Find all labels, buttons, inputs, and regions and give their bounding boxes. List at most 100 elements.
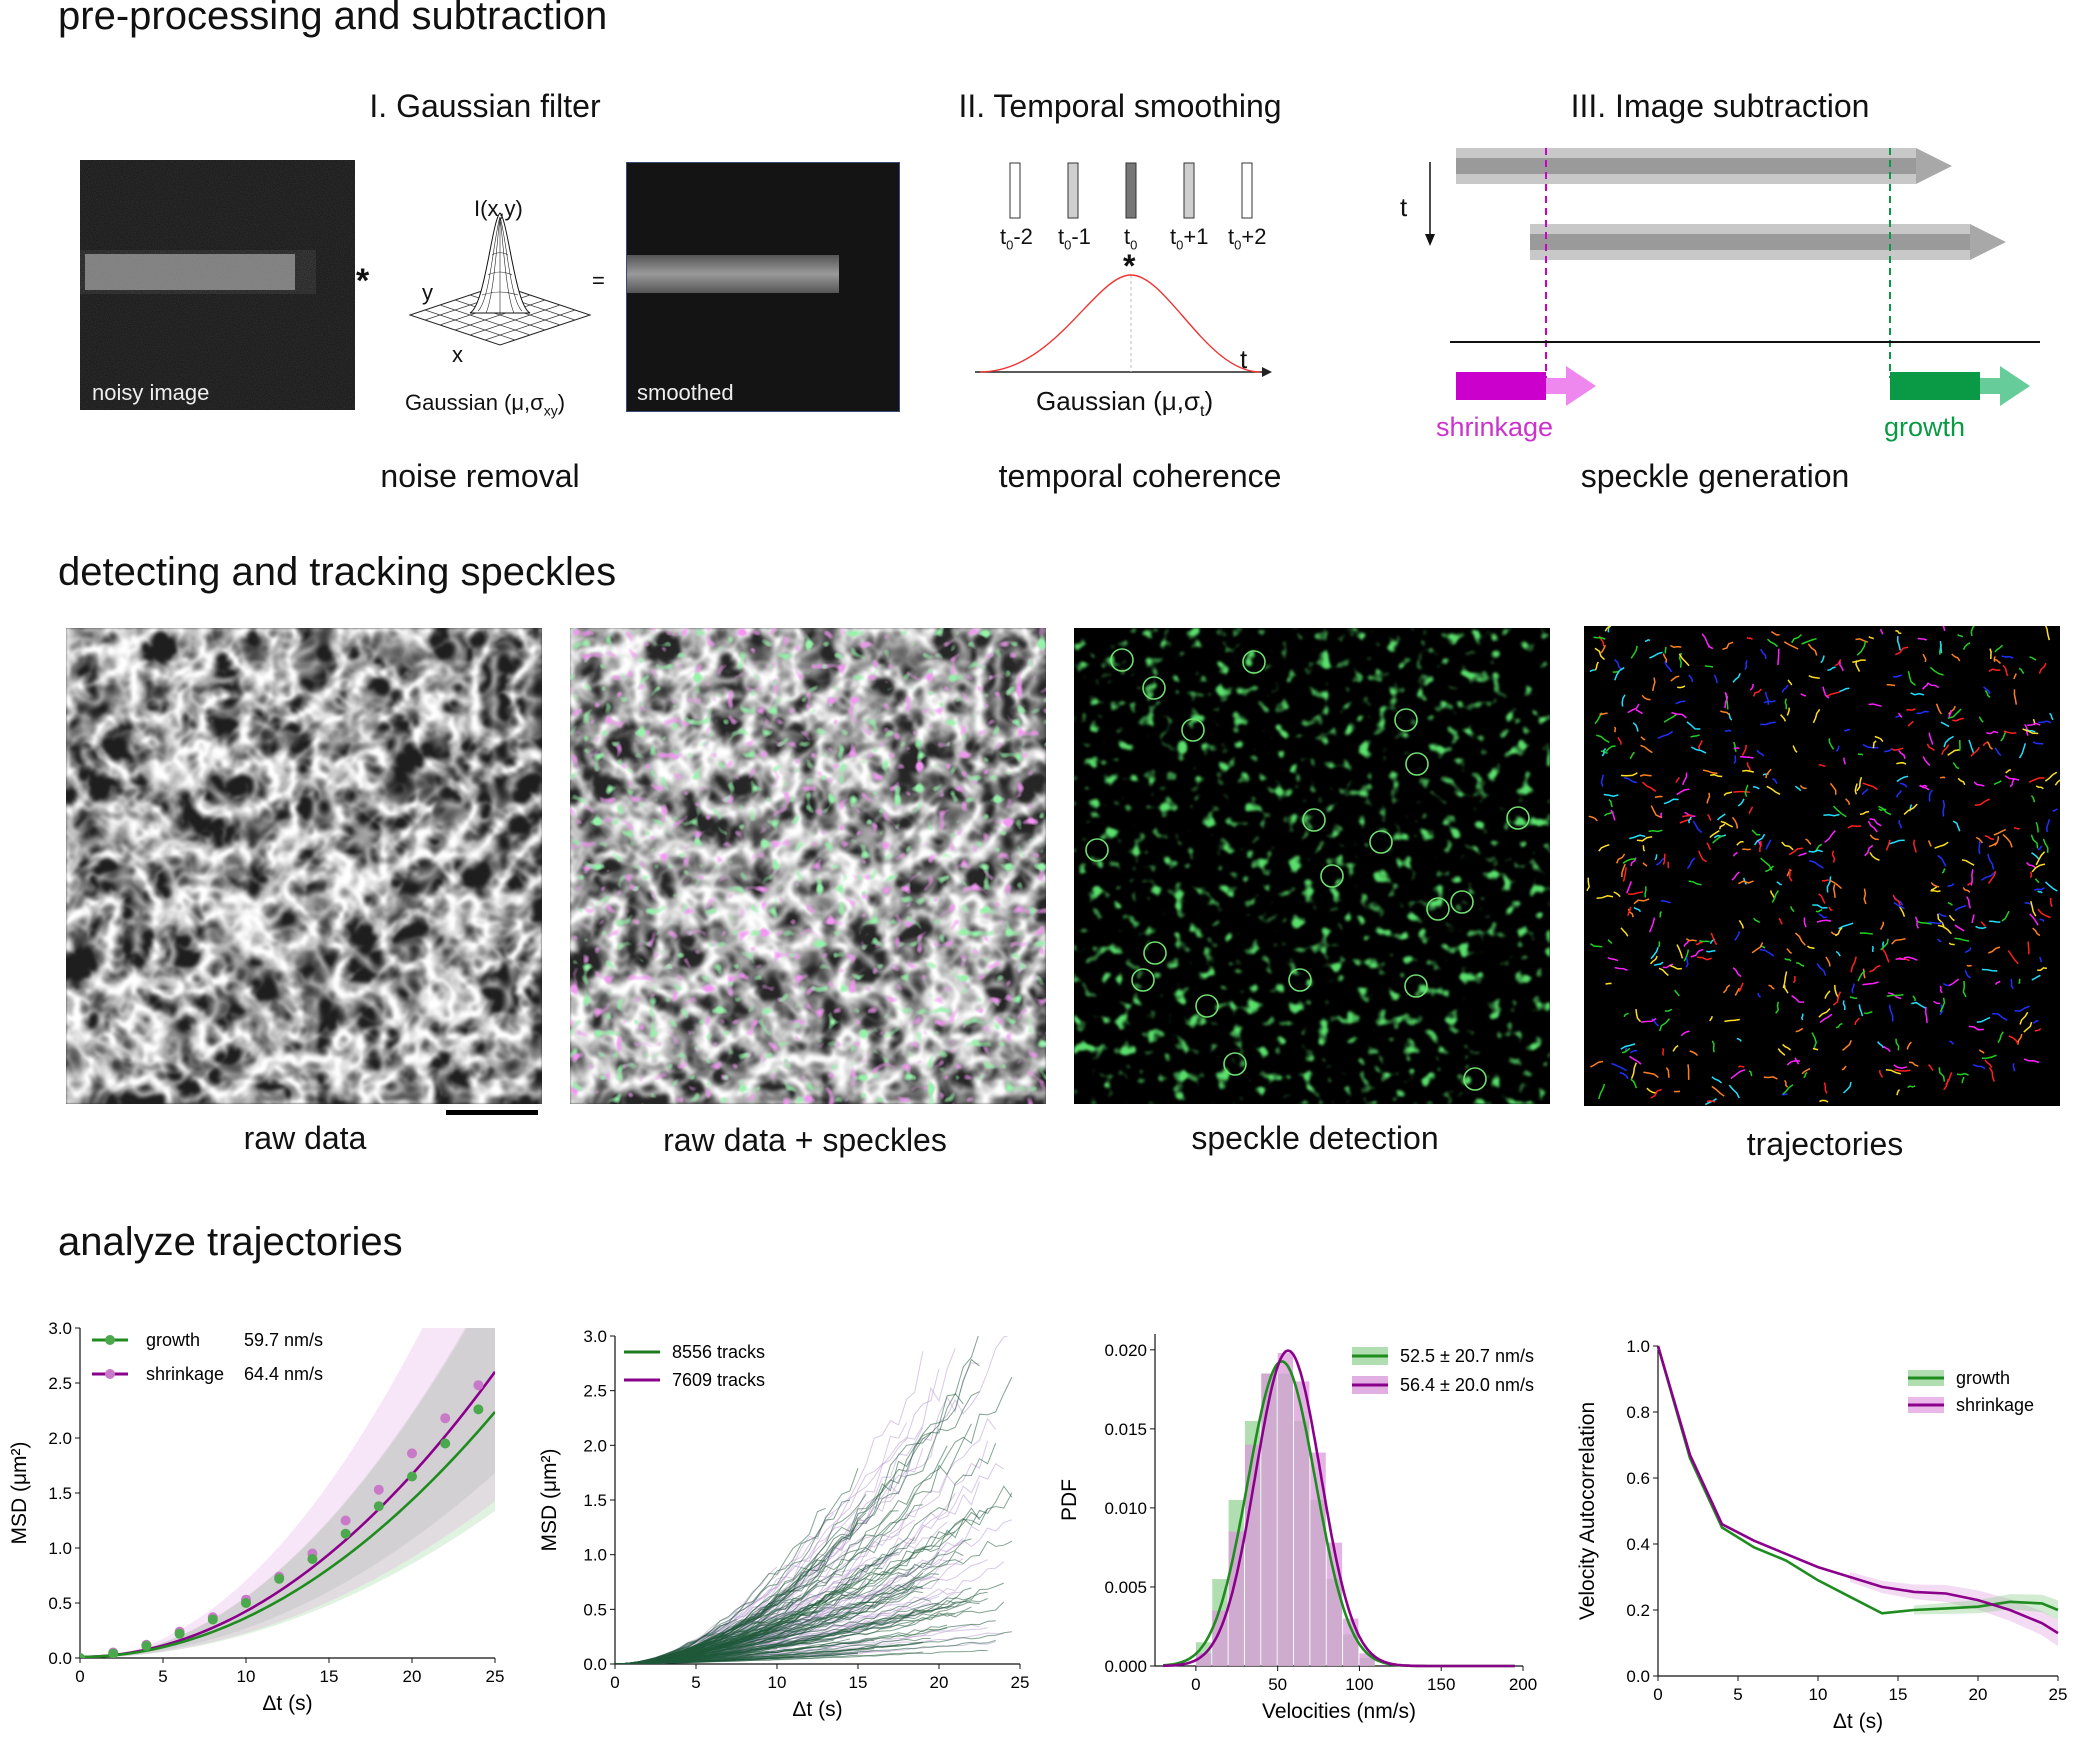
trajectory-segment bbox=[1926, 743, 1935, 752]
trajectory-segment bbox=[1917, 637, 1927, 641]
trajectory-segment bbox=[2022, 728, 2039, 735]
trajectory-segment bbox=[2029, 913, 2039, 926]
trajectory-segment bbox=[1692, 820, 1703, 834]
trajectory-segment bbox=[1600, 644, 1606, 654]
trajectory-segment bbox=[1670, 675, 1680, 682]
trajectory-segment bbox=[1593, 636, 1606, 640]
trajectory-segment bbox=[1941, 868, 1946, 874]
trajectory-segment bbox=[1676, 788, 1690, 796]
trajectory-segment bbox=[1862, 968, 1866, 979]
trajectory-segment bbox=[1948, 914, 1955, 922]
trajectory-segment bbox=[1907, 1085, 1916, 1089]
trajectory-segment bbox=[1825, 956, 1831, 967]
y-tick-label: 0.010 bbox=[1104, 1499, 1147, 1518]
trajectory-segment bbox=[1769, 890, 1775, 898]
trajectory-segment bbox=[1937, 854, 1947, 867]
trajectory-segment bbox=[1640, 736, 1646, 741]
shrinkage-data-point bbox=[407, 1448, 417, 1459]
trajectory-segment bbox=[1599, 712, 1608, 715]
trajectory-segment bbox=[1942, 982, 1950, 987]
trajectory-segment bbox=[1596, 734, 1610, 743]
legend-shrinkage-label: shrinkage bbox=[1956, 1395, 2034, 1415]
shrinkage-confidence-band bbox=[80, 1328, 495, 1658]
trajectory-segment bbox=[1682, 772, 1688, 786]
raw-data-canvas bbox=[66, 628, 542, 1104]
trajectory-segment bbox=[1864, 844, 1874, 857]
detected-speckle-circle bbox=[1131, 968, 1155, 992]
x-tick-label: 0 bbox=[1653, 1685, 1662, 1704]
smoothed-image bbox=[626, 162, 900, 412]
x-tick-label: 20 bbox=[403, 1667, 422, 1686]
trajectory-segment bbox=[1897, 712, 1903, 718]
trajectory-segment bbox=[1674, 989, 1680, 997]
trajectory-segment bbox=[1781, 684, 1789, 693]
trajectory-segment bbox=[1941, 744, 1950, 756]
trajectory-segment bbox=[1974, 798, 1990, 806]
trajectory-segment bbox=[1781, 841, 1794, 851]
trajectory-segment bbox=[1786, 948, 1793, 955]
trajectory-segment bbox=[1868, 703, 1882, 707]
trajectory-segment bbox=[1799, 784, 1807, 790]
x-tick-label: 100 bbox=[1345, 1675, 1373, 1694]
trajectory-segment bbox=[1611, 1062, 1627, 1072]
trajectory-segment bbox=[1784, 698, 1788, 710]
y-tick-label: 3.0 bbox=[583, 1327, 607, 1346]
trajectory-segment bbox=[1688, 880, 1702, 886]
trajectory-segment bbox=[1952, 762, 1960, 770]
trajectory-segment bbox=[1709, 830, 1720, 838]
trajectory-segment bbox=[1937, 924, 1952, 935]
trajectory-segment bbox=[1710, 773, 1723, 778]
trajectory-segment bbox=[1737, 798, 1745, 807]
detected-speckle-circle bbox=[1506, 806, 1530, 830]
y-tick-label: 1.5 bbox=[583, 1491, 607, 1510]
trajectory-segment bbox=[1675, 776, 1680, 783]
trajectory-segment bbox=[1888, 839, 1905, 845]
detected-speckle-circle bbox=[1405, 752, 1429, 776]
trajectory-segment bbox=[1973, 781, 1985, 787]
trajectory-segment bbox=[1975, 925, 1987, 929]
growth-data-point bbox=[307, 1554, 318, 1564]
x-tick-label: 0 bbox=[610, 1673, 619, 1692]
trajectory-segment bbox=[1744, 784, 1749, 797]
trajectory-segment bbox=[2013, 689, 2018, 705]
trajectory-segment bbox=[2049, 712, 2054, 721]
trajectory-segment bbox=[1861, 788, 1869, 796]
trajectory-segment bbox=[1748, 1070, 1753, 1077]
noisy-image bbox=[80, 160, 355, 410]
trajectory-segment bbox=[1763, 699, 1776, 704]
trajectory-segment bbox=[1947, 901, 1953, 906]
caption-raw-data: raw data bbox=[243, 1120, 367, 1156]
gaussian-surface-svg bbox=[408, 212, 592, 346]
trajectory-segment bbox=[1724, 691, 1729, 709]
trajectory-segment bbox=[1620, 1043, 1636, 1050]
trajectory-segment bbox=[1738, 982, 1744, 993]
trajectory-segment bbox=[1818, 763, 1826, 767]
y-tick-label: 0.000 bbox=[1104, 1657, 1147, 1676]
trajectory-segment bbox=[1629, 1055, 1642, 1065]
trajectory-segment bbox=[1777, 648, 1780, 666]
trajectory-segment bbox=[1886, 683, 1896, 687]
trajectory-segment bbox=[2014, 1005, 2030, 1012]
trajectory-segment bbox=[1894, 1069, 1911, 1072]
trajectory-segment bbox=[2007, 950, 2019, 965]
trajectory-segment bbox=[1713, 674, 1718, 684]
trajectory-segment bbox=[1731, 816, 1739, 829]
trajectory-segment bbox=[1662, 653, 1668, 663]
trajectory-segment bbox=[1621, 863, 1626, 878]
raw-data-speckles-image bbox=[570, 628, 1046, 1104]
trajectory-segment bbox=[1677, 685, 1686, 689]
trajectory-segment bbox=[1682, 814, 1692, 818]
trajectory-segment bbox=[1994, 747, 2002, 757]
growth-autocorrelation-line bbox=[1656, 1345, 2059, 1615]
trajectory-segment bbox=[1819, 1013, 1833, 1024]
trajectory-segment bbox=[2030, 834, 2039, 849]
growth-data-point bbox=[407, 1471, 417, 1482]
trajectory-segment bbox=[1594, 661, 1599, 671]
trajectory-segment bbox=[1722, 641, 1734, 651]
trajectory-segment bbox=[1863, 888, 1867, 905]
trajectory-segment bbox=[1961, 1076, 1965, 1084]
shrinkage-histogram-bar bbox=[1294, 1381, 1310, 1666]
trajectory-segment bbox=[1978, 840, 1981, 855]
trajectory-segment bbox=[2004, 775, 2020, 781]
trajectory-segment bbox=[1669, 964, 1682, 970]
